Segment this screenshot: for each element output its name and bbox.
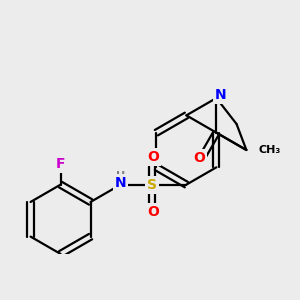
Text: H: H (116, 171, 125, 181)
Text: O: O (148, 206, 159, 219)
Text: CH₃: CH₃ (259, 145, 281, 155)
Text: N: N (115, 176, 126, 190)
Text: F: F (56, 157, 65, 171)
Text: O: O (148, 150, 159, 164)
Text: S: S (147, 178, 157, 192)
Text: O: O (193, 151, 205, 165)
Text: N: N (215, 88, 226, 102)
